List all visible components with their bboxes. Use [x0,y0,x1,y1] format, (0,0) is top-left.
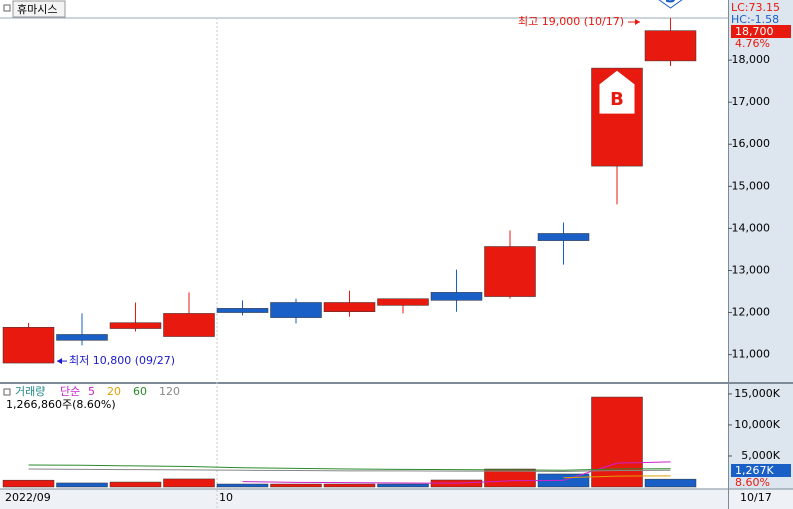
right-axis-area [728,0,793,509]
panel-icon[interactable] [3,4,11,12]
y-tick-label: 14,000 [732,221,771,234]
volume-bar [2,479,55,488]
y-tick-label: 5,000K [741,449,780,462]
y-tick-label: 11,000 [732,348,771,361]
candle-body [430,292,483,301]
y-tick-label: 13,000 [732,263,771,276]
x-axis-area [0,489,793,509]
candle-body [323,302,376,312]
y-tick-label: 15,000K [734,387,780,400]
chart-title: 휴마시스 [17,3,57,16]
legend-entry: 120 [159,385,180,398]
volume-info: 1,266,860주(8.60%) [6,398,116,411]
x-tick-label: 10 [219,491,233,504]
candle-body [270,302,322,318]
legend-entry: 60 [133,385,147,398]
volume-bar [270,483,322,488]
last-volume-box [731,464,791,477]
cursor-date-label: 10/17 [740,491,772,504]
y-tick-label: 10,000K [734,418,780,431]
volume-percent-label: 8.60% [735,476,770,489]
last-price-box [731,25,791,38]
ma-line [242,461,671,484]
volume-bar [56,482,108,488]
candle-body [109,322,162,329]
candle-body [2,327,55,364]
volume-bar [377,483,429,488]
hc-label: HC:-1.58 [731,13,779,26]
last-volume-label: 1,267K [735,464,774,477]
candle-body [216,308,269,313]
volume-bar [323,483,376,488]
volume-bar [109,481,162,488]
volume-title: 거래량 [15,385,45,398]
ma-line [28,468,671,472]
last-price-label: 18,700 [735,25,774,38]
ma-line [563,475,671,479]
annotation-arrowhead [635,19,640,25]
panel-icon[interactable] [3,388,11,396]
volume-bar [163,478,215,488]
y-tick-label: 17,000 [732,95,771,108]
candle-body [644,30,697,62]
low-annotation: 최저 10,800 (09/27) [69,354,175,367]
y-tick-label: 18,000 [732,53,771,66]
candle-body [56,334,108,341]
volume-bar [644,478,697,488]
volume-bar [216,483,269,488]
volume-bar [591,396,643,488]
y-tick-label: 16,000 [732,137,771,150]
volume-bar [484,468,536,488]
candle-body [163,313,215,337]
candle-body [484,246,536,297]
lc-label: LC:73.15 [731,1,780,14]
legend-entry: 5 [88,385,95,398]
high-annotation: 최고 19,000 (10/17) [518,15,624,28]
y-tick-label: 15,000 [732,179,771,192]
candle-body [537,233,590,241]
ma-prefix: 단순 [60,385,80,398]
legend-entry: 20 [107,385,121,398]
title-box[interactable] [12,0,66,18]
buy-signal-label: B [610,89,624,110]
annotation-arrowhead [57,358,62,365]
buy-signal [598,69,636,115]
sell-signal-label: S [665,0,677,7]
ma-line [28,464,671,471]
candle-body [377,298,429,306]
sell-signal [658,0,683,9]
y-tick-label: 12,000 [732,306,771,319]
x-tick-label: 2022/09 [5,491,51,504]
change-label: 4.76% [735,37,770,50]
